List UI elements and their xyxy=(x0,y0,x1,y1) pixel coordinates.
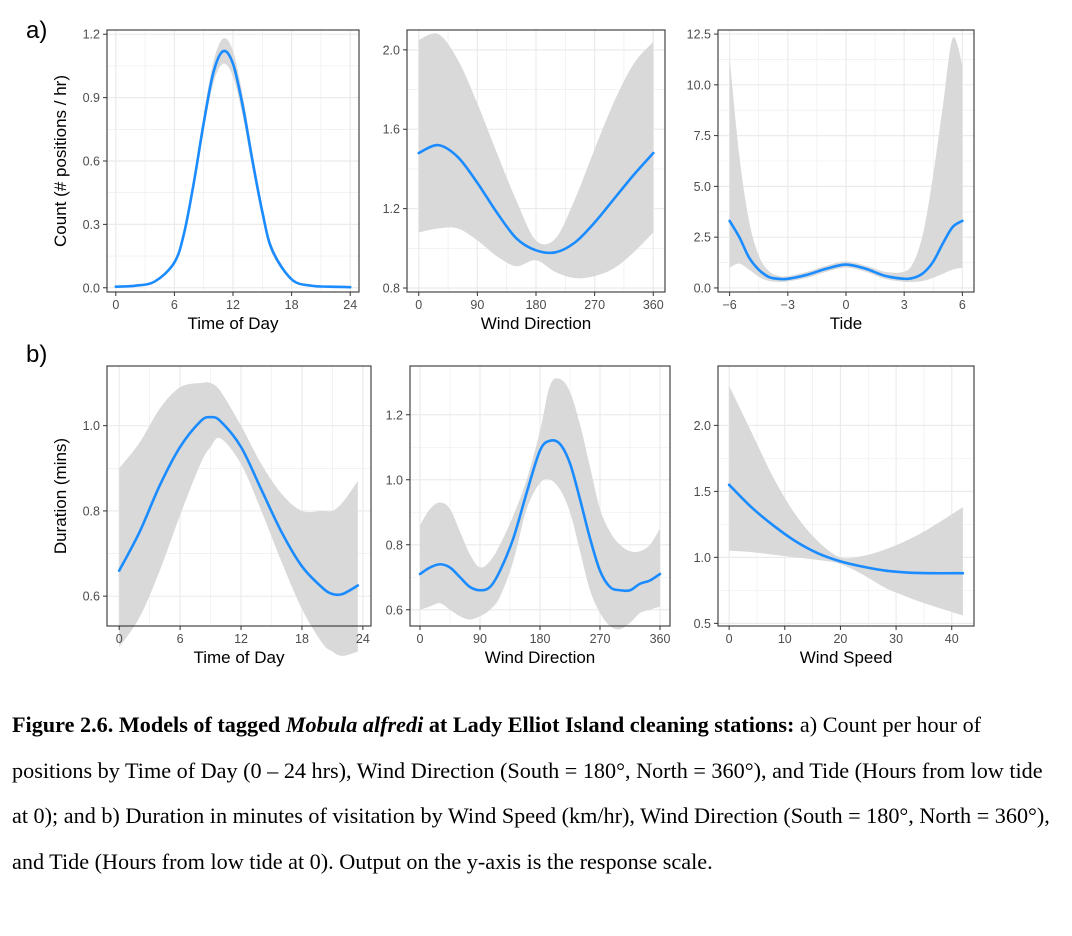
y-tick-label: 10.0 xyxy=(687,78,711,92)
y-tick-label: 7.5 xyxy=(694,129,711,143)
figure-caption: Figure 2.6. Models of tagged Mobula alfr… xyxy=(12,702,1062,884)
y-tick-label: 1.0 xyxy=(694,551,711,565)
x-axis-title: Time of Day xyxy=(193,648,285,667)
x-axis-title: Time of Day xyxy=(187,314,279,333)
y-tick-label: 0.6 xyxy=(386,603,403,617)
y-tick-label: 0.8 xyxy=(383,282,400,296)
x-tick-label: 24 xyxy=(356,632,370,646)
x-tick-label: 12 xyxy=(234,632,248,646)
panel-b3: 0 10 20 30 40 0.5 1.0 1.5 2.0 Wind Speed xyxy=(694,365,975,667)
x-axis-title: Wind Direction xyxy=(481,314,592,333)
panel-b2: 0 90 180 270 360 0.6 0.8 1.0 1.2 Wind Direction xyxy=(386,365,671,667)
x-tick-label: 12 xyxy=(226,298,240,312)
y-tick-label: 0.3 xyxy=(83,218,100,232)
x-tick-label: 3 xyxy=(901,298,908,312)
x-tick-label: 0 xyxy=(843,298,850,312)
panel-a2: 0 90 180 270 360 0.8 1.2 1.6 2.0 Wind Direction xyxy=(383,29,666,333)
x-tick-label: 0 xyxy=(726,632,733,646)
x-tick-label: 18 xyxy=(295,632,309,646)
figure: a) b) 0 6 12 18 24 0.0 0.3 0.6 0.9 1.2 Time of Day… xyxy=(26,17,975,667)
y-tick-label: 0.0 xyxy=(83,281,100,295)
y-tick-label: 2.5 xyxy=(694,231,711,245)
x-tick-label: 180 xyxy=(530,632,551,646)
y-axis-title: Duration (mins) xyxy=(51,438,70,554)
x-tick-label: 180 xyxy=(526,298,547,312)
y-tick-label: 0.8 xyxy=(83,504,100,518)
x-tick-label: 90 xyxy=(473,632,487,646)
x-tick-label: 6 xyxy=(959,298,966,312)
x-tick-label: 0 xyxy=(116,632,123,646)
panel-border xyxy=(717,365,975,627)
y-tick-label: 2.0 xyxy=(383,43,400,57)
fitted-line xyxy=(728,219,964,281)
confidence-band xyxy=(418,33,654,279)
panel-a1: 0 6 12 18 24 0.0 0.3 0.6 0.9 1.2 Time of Day Count … xyxy=(51,28,360,333)
x-axis-title: Tide xyxy=(830,314,862,333)
confidence-band xyxy=(420,378,660,630)
panel-a3: −6 −3 0 3 6 0.0 2.5 5.0 7.5 10.0 12.5 Tide xyxy=(687,28,975,333)
x-tick-label: 6 xyxy=(171,298,178,312)
fitted-line xyxy=(727,483,965,575)
x-tick-label: 0 xyxy=(415,298,422,312)
y-tick-label: 12.5 xyxy=(687,28,711,42)
x-tick-label: 0 xyxy=(417,632,424,646)
y-tick-label: 5.0 xyxy=(694,180,711,194)
x-tick-label: 30 xyxy=(889,632,903,646)
y-tick-label: 1.2 xyxy=(83,28,100,42)
x-tick-label: 40 xyxy=(945,632,959,646)
panel-label-a: a) xyxy=(26,17,47,44)
x-tick-label: 360 xyxy=(643,298,664,312)
x-tick-label: 360 xyxy=(650,632,671,646)
fitted-line xyxy=(417,143,655,255)
caption-bold-lead: Figure 2.6. Models of tagged xyxy=(12,712,286,737)
caption-text: a) Count per hour of positions by Time o… xyxy=(12,712,1050,874)
caption-species: Mobula alfredi xyxy=(285,712,424,737)
x-tick-label: 18 xyxy=(285,298,299,312)
x-tick-label: 270 xyxy=(590,632,611,646)
fitted-line xyxy=(418,438,662,593)
x-axis-title: Wind Speed xyxy=(800,648,893,667)
y-tick-label: 0.5 xyxy=(694,617,711,631)
x-tick-label: 6 xyxy=(177,632,184,646)
x-tick-label: 10 xyxy=(778,632,792,646)
y-tick-label: 0.6 xyxy=(83,590,100,604)
y-tick-label: 0.0 xyxy=(694,281,711,295)
y-tick-label: 1.2 xyxy=(386,408,403,422)
panel-label-b: b) xyxy=(26,341,47,368)
y-tick-label: 1.0 xyxy=(83,419,100,433)
x-tick-label: −6 xyxy=(723,298,737,312)
y-axis-title: Count (# positions / hr) xyxy=(51,75,70,247)
x-tick-label: 20 xyxy=(833,632,847,646)
plots: 0 6 12 18 24 0.0 0.3 0.6 0.9 1.2 Time of Day Count … xyxy=(51,28,975,667)
x-tick-label: −3 xyxy=(781,298,795,312)
caption-bold-tail: at Lady Elliot Island cleaning stations: xyxy=(423,712,795,737)
panel-b1: 0 6 12 18 24 0.6 0.8 1.0 Time of Day Duration (mi… xyxy=(51,365,372,667)
x-tick-label: 270 xyxy=(584,298,605,312)
confidence-band xyxy=(729,385,963,616)
y-tick-label: 1.0 xyxy=(386,473,403,487)
y-tick-label: 1.6 xyxy=(383,123,400,137)
panel-border xyxy=(106,365,372,627)
y-tick-label: 2.0 xyxy=(694,419,711,433)
y-tick-label: 1.2 xyxy=(383,202,400,216)
y-tick-label: 0.9 xyxy=(83,91,100,105)
fitted-line xyxy=(114,49,352,289)
x-tick-label: 24 xyxy=(343,298,357,312)
x-axis-title: Wind Direction xyxy=(485,648,596,667)
x-tick-label: 0 xyxy=(112,298,119,312)
y-tick-label: 0.6 xyxy=(83,155,100,169)
y-tick-label: 1.5 xyxy=(694,485,711,499)
fitted-line xyxy=(117,415,360,597)
x-tick-label: 90 xyxy=(470,298,484,312)
y-tick-label: 0.8 xyxy=(386,538,403,552)
confidence-band xyxy=(729,37,963,283)
